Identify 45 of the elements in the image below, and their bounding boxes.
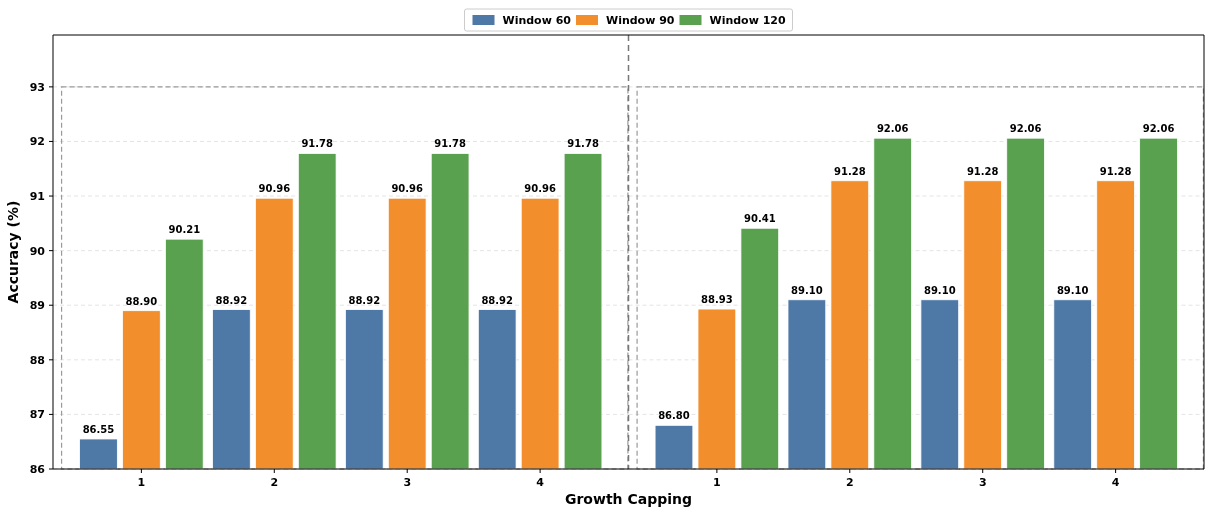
y-tick-label: 89 bbox=[29, 299, 45, 313]
y-tick-label: 86 bbox=[29, 463, 46, 476]
x-tick-label: 4 bbox=[1111, 476, 1120, 489]
x-tick-label: 4 bbox=[536, 476, 545, 489]
data-label: 90.96 bbox=[391, 183, 424, 195]
data-label: 88.90 bbox=[125, 295, 158, 307]
legend-label: Window 90 bbox=[606, 14, 675, 27]
data-label: 91.28 bbox=[833, 165, 866, 177]
data-label: 91.78 bbox=[301, 138, 334, 150]
y-axis-title: Accuracy (%) bbox=[5, 200, 21, 304]
data-label: 89.10 bbox=[1056, 284, 1089, 296]
legend-label: Window 120 bbox=[709, 14, 786, 27]
y-tick-label: 90 bbox=[29, 244, 46, 258]
x-tick-label: 1 bbox=[137, 476, 146, 489]
data-label: 88.92 bbox=[348, 294, 381, 306]
y-tick-label: 92 bbox=[29, 135, 45, 149]
legend-label: Window 60 bbox=[502, 14, 572, 27]
x-tick-label: 3 bbox=[403, 476, 412, 489]
data-label: 86.55 bbox=[82, 423, 115, 435]
y-tick-label: 88 bbox=[29, 353, 45, 367]
data-label: 89.10 bbox=[791, 284, 823, 296]
data-label: 90.21 bbox=[168, 224, 201, 236]
x-tick-label: 2 bbox=[845, 476, 854, 489]
data-label: 91.78 bbox=[434, 138, 466, 150]
data-label: 92.06 bbox=[1142, 123, 1175, 135]
x-tick-label: 2 bbox=[270, 476, 279, 489]
y-tick-label: 87 bbox=[29, 408, 45, 422]
x-axis-title: Growth Capping bbox=[564, 491, 693, 507]
data-label: 90.41 bbox=[743, 213, 776, 225]
data-label: 92.06 bbox=[1009, 123, 1042, 135]
data-label: 92.06 bbox=[876, 123, 909, 135]
data-label: 88.93 bbox=[701, 294, 733, 306]
y-tick-label: 91 bbox=[29, 190, 45, 204]
data-label: 89.10 bbox=[923, 284, 956, 296]
data-label: 88.92 bbox=[215, 294, 248, 306]
data-label: 91.28 bbox=[1099, 165, 1132, 177]
data-label: 91.28 bbox=[966, 165, 999, 177]
data-label: 88.92 bbox=[481, 294, 514, 306]
data-label: 91.78 bbox=[567, 138, 599, 150]
data-label: 86.80 bbox=[658, 410, 690, 422]
data-label: 90.96 bbox=[258, 183, 291, 195]
x-tick-label: 1 bbox=[713, 476, 721, 489]
y-tick-label: 93 bbox=[29, 80, 45, 94]
x-tick-label: 3 bbox=[978, 476, 987, 489]
data-label: 90.96 bbox=[524, 183, 556, 195]
